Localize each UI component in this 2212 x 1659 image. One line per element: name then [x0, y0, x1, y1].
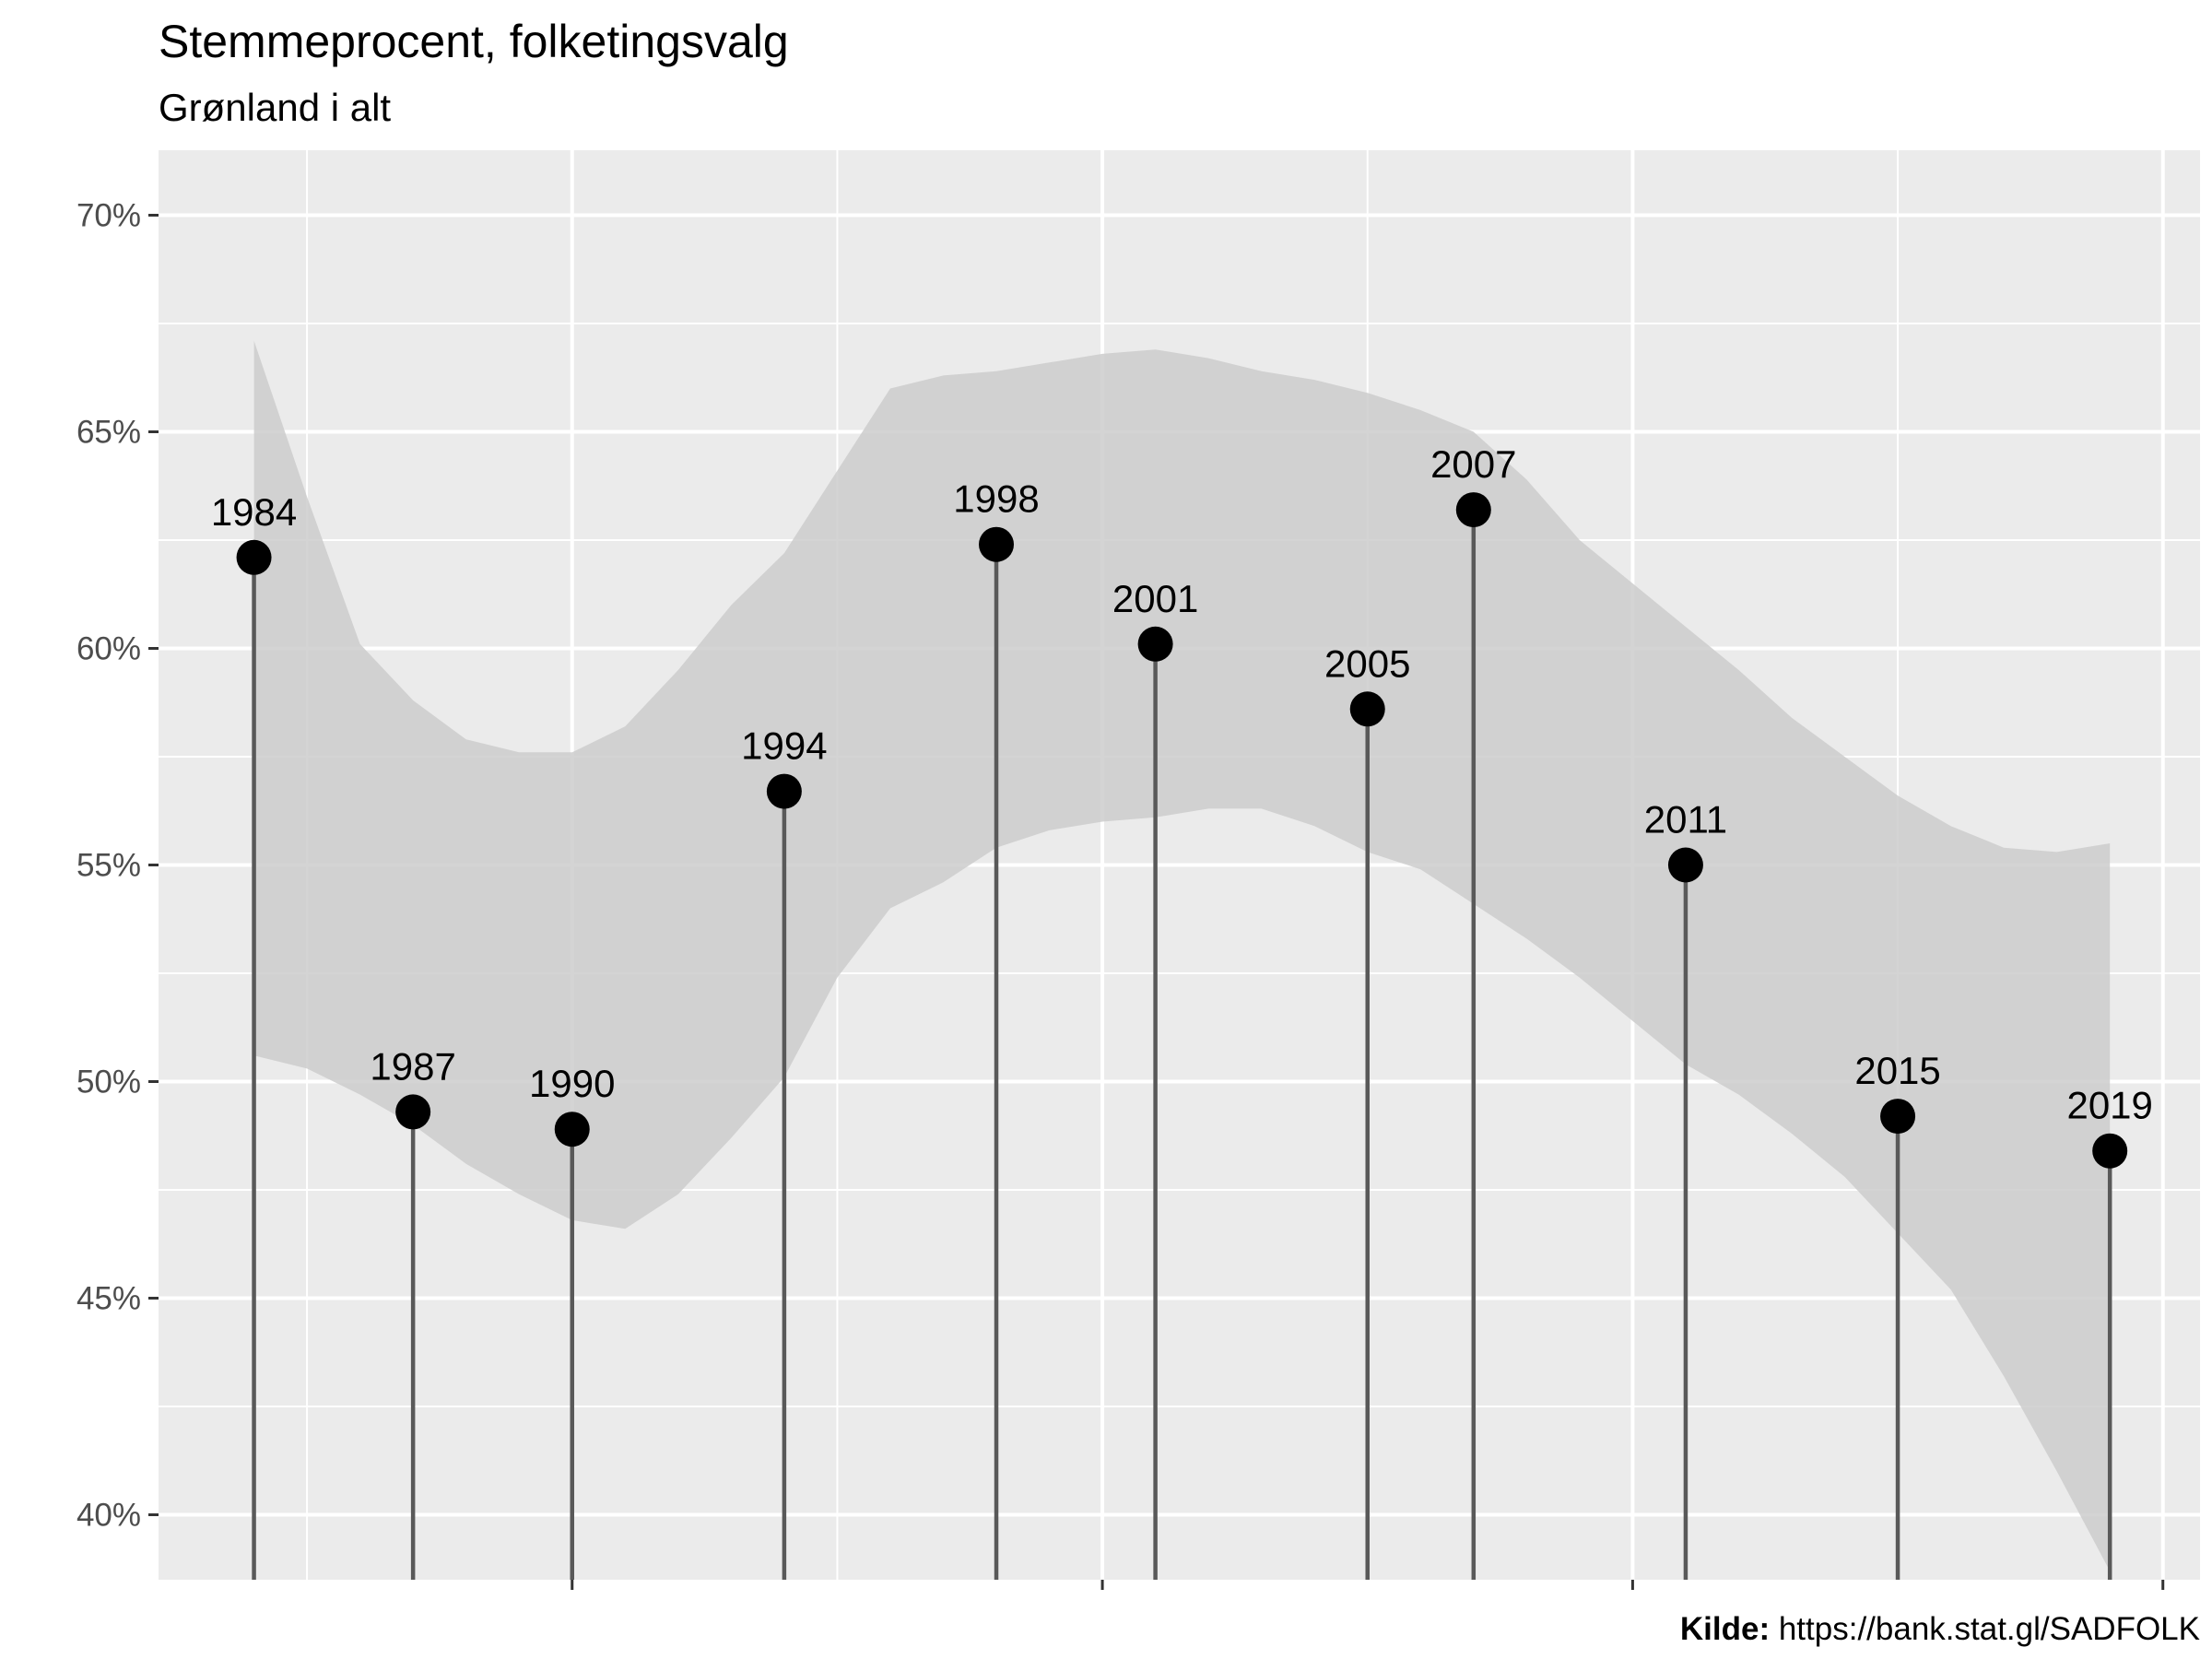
point-1994	[766, 773, 802, 809]
point-labels: 1984 1987 1990 1994 1998 2001 2005 2007 2011 2015…	[211, 442, 2153, 1127]
chart-subtitle: Grønland i alt	[159, 86, 391, 129]
point-label-1990: 1990	[529, 1062, 615, 1105]
point-label-2011: 2011	[1644, 798, 1727, 841]
x-axis	[571, 1580, 2165, 1590]
point-label-2019: 2019	[2066, 1084, 2152, 1127]
point-1998	[979, 526, 1015, 562]
caption-url: https://bank.stat.gl/SADFOLK	[1779, 1611, 2200, 1647]
point-label-1987: 1987	[370, 1044, 455, 1088]
point-2011	[1667, 847, 1703, 883]
lollipop-points	[236, 492, 2128, 1169]
point-label-1984: 1984	[211, 490, 297, 534]
lollipop-stems	[252, 510, 2112, 1580]
point-2005	[1349, 691, 1385, 727]
point-2007	[1455, 492, 1491, 528]
y-tick-label: 45%	[76, 1281, 141, 1317]
point-1984	[236, 539, 272, 575]
point-label-2007: 2007	[1430, 442, 1516, 486]
point-2019	[2092, 1133, 2128, 1169]
caption: Kilde: https://bank.stat.gl/SADFOLK	[1680, 1611, 2200, 1647]
y-axis: 40% 45% 50% 55% 60% 65% 70%	[76, 198, 159, 1534]
point-label-1994: 1994	[741, 724, 827, 768]
caption-space	[1770, 1611, 1779, 1647]
smooth-confidence-band	[253, 340, 2111, 1571]
y-tick-label: 60%	[76, 631, 141, 667]
point-2001	[1137, 626, 1173, 662]
y-tick-label: 65%	[76, 415, 141, 451]
point-1987	[395, 1094, 431, 1130]
chart-title: Stemmeprocent, folketingsvalg	[159, 16, 789, 67]
point-2015	[1880, 1099, 1916, 1135]
point-label-2005: 2005	[1324, 641, 1410, 685]
point-label-2001: 2001	[1112, 577, 1198, 620]
y-tick-label: 50%	[76, 1065, 141, 1100]
y-tick-label: 55%	[76, 848, 141, 884]
y-tick-label: 40%	[76, 1498, 141, 1534]
caption-label: Kilde:	[1680, 1611, 1770, 1647]
point-label-1998: 1998	[953, 477, 1039, 521]
point-1990	[554, 1112, 590, 1147]
point-label-2015: 2015	[1854, 1049, 1940, 1092]
y-tick-label: 70%	[76, 198, 141, 234]
